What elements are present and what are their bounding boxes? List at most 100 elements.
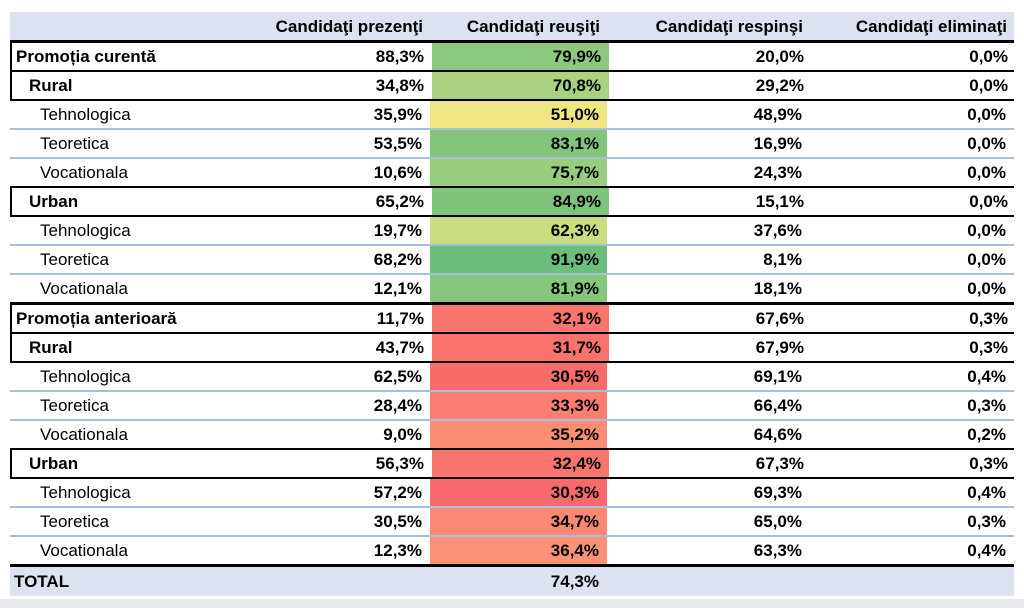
- prezenti-value: [253, 567, 430, 596]
- reusiti-value-heatmap-cell: 79,9%: [432, 43, 609, 70]
- eliminati-value: 0,3%: [969, 338, 1008, 357]
- table-row: Tehnologica 57,2% 30,3% 69,3% 0,4%: [10, 479, 1014, 508]
- table-row: TOTAL 74,3%: [10, 567, 1014, 596]
- prezenti-value: 10,6%: [373, 163, 422, 182]
- eliminati-value: 0,0%: [967, 134, 1006, 153]
- reusiti-value-heatmap-cell: 84,9%: [432, 188, 609, 215]
- reusiti-value-heatmap-cell: 30,5%: [430, 363, 607, 390]
- table-row: Tehnologica 62,5% 30,5% 69,1% 0,4%: [10, 363, 1014, 392]
- respinsi-value: 16,9%: [753, 134, 802, 153]
- respinsi-value: 67,9%: [755, 338, 804, 357]
- respinsi-value: 67,3%: [755, 454, 804, 473]
- table-row: Promoția curentă 88,3% 79,9% 20,0% 0,0%: [10, 43, 1014, 72]
- column-header-candidati-prezenti: Candidaţi prezenţi: [275, 16, 423, 36]
- table-row: Vocationala 12,1% 81,9% 18,1% 0,0%: [10, 275, 1014, 305]
- respinsi-value: 67,6%: [755, 309, 804, 328]
- row-label: Teoretica: [40, 134, 109, 153]
- reusiti-value-heatmap-cell: 91,9%: [430, 246, 607, 273]
- table-row: Urban 65,2% 84,9% 15,1% 0,0%: [10, 188, 1014, 217]
- respinsi-value: 8,1%: [763, 250, 802, 269]
- respinsi-value: 64,6%: [753, 425, 802, 444]
- eliminati-value: 0,0%: [969, 76, 1008, 95]
- row-label: Urban: [29, 454, 79, 473]
- eliminati-value: 0,0%: [969, 47, 1008, 66]
- eliminati-value: 0,3%: [969, 309, 1008, 328]
- table-row: Vocationala 12,3% 36,4% 63,3% 0,4%: [10, 537, 1014, 567]
- reusiti-value-heatmap-cell: 34,7%: [430, 508, 607, 535]
- reusiti-value-heatmap-cell: 32,1%: [432, 305, 609, 332]
- respinsi-value: 37,6%: [753, 221, 802, 240]
- row-label: Tehnologica: [40, 221, 131, 240]
- reusiti-value-heatmap-cell: 33,3%: [430, 392, 607, 419]
- row-label: Promoția curentă: [16, 47, 156, 66]
- table-row: Teoretica 30,5% 34,7% 65,0% 0,3%: [10, 508, 1014, 537]
- eliminati-value: 0,0%: [967, 163, 1006, 182]
- prezenti-value: 19,7%: [373, 221, 422, 240]
- reusiti-value-heatmap-cell: 51,0%: [430, 101, 607, 128]
- eliminati-value: 0,3%: [969, 454, 1008, 473]
- reusiti-value-heatmap-cell: 70,8%: [432, 72, 609, 99]
- respinsi-value: 20,0%: [755, 47, 804, 66]
- reusiti-value-heatmap-cell: 81,9%: [430, 275, 607, 302]
- reusiti-value-heatmap-cell: 62,3%: [430, 217, 607, 244]
- table-row: Vocationala 9,0% 35,2% 64,6% 0,2%: [10, 421, 1014, 450]
- row-label: Rural: [29, 338, 73, 357]
- respinsi-value: 24,3%: [753, 163, 802, 182]
- row-label: Vocationala: [40, 279, 128, 298]
- reusiti-value-heatmap-cell: 32,4%: [432, 450, 609, 477]
- respinsi-value: 29,2%: [755, 76, 804, 95]
- row-label: Rural: [29, 76, 73, 95]
- table-header-row: Candidaţi prezenţi Candidaţi reuşiţi Can…: [10, 12, 1014, 43]
- prezenti-value: 12,1%: [373, 279, 422, 298]
- table-row: Rural 43,7% 31,7% 67,9% 0,3%: [10, 334, 1014, 363]
- eliminati-value: 0,4%: [967, 367, 1006, 386]
- table-row: Teoretica 53,5% 83,1% 16,9% 0,0%: [10, 130, 1014, 159]
- prezenti-value: 56,3%: [375, 454, 424, 473]
- column-header-empty: [10, 12, 253, 40]
- eliminati-value: [810, 567, 1014, 596]
- eliminati-value: 0,0%: [967, 279, 1006, 298]
- prezenti-value: 12,3%: [373, 541, 422, 560]
- prezenti-value: 35,9%: [373, 105, 422, 124]
- row-label: Promoția anterioară: [16, 309, 177, 328]
- table-row: Rural 34,8% 70,8% 29,2% 0,0%: [10, 72, 1014, 101]
- reusiti-value-heatmap-cell: 83,1%: [430, 130, 607, 157]
- prezenti-value: 34,8%: [375, 76, 424, 95]
- row-label: Tehnologica: [40, 367, 131, 386]
- row-label: Urban: [29, 192, 79, 211]
- table-row: Tehnologica 35,9% 51,0% 48,9% 0,0%: [10, 101, 1014, 130]
- table-row: Urban 56,3% 32,4% 67,3% 0,3%: [10, 450, 1014, 479]
- eliminati-value: 0,4%: [967, 541, 1006, 560]
- prezenti-value: 53,5%: [373, 134, 422, 153]
- prezenti-value: 68,2%: [373, 250, 422, 269]
- table-body: Promoția curentă 88,3% 79,9% 20,0% 0,0% …: [10, 43, 1014, 596]
- respinsi-value: 18,1%: [753, 279, 802, 298]
- respinsi-value: 48,9%: [753, 105, 802, 124]
- eliminati-value: 0,0%: [969, 192, 1008, 211]
- row-label: Tehnologica: [40, 483, 131, 502]
- prezenti-value: 9,0%: [383, 425, 422, 444]
- eliminati-value: 0,0%: [967, 221, 1006, 240]
- row-label: Vocationala: [40, 541, 128, 560]
- respinsi-value: 15,1%: [755, 192, 804, 211]
- prezenti-value: 65,2%: [375, 192, 424, 211]
- eliminati-value: 0,3%: [967, 512, 1006, 531]
- respinsi-value: [607, 567, 810, 596]
- eliminati-value: 0,3%: [967, 396, 1006, 415]
- table-row: Vocationala 10,6% 75,7% 24,3% 0,0%: [10, 159, 1014, 188]
- eliminati-value: 0,4%: [967, 483, 1006, 502]
- reusiti-value-heatmap-cell: 36,4%: [430, 537, 607, 564]
- prezenti-value: 30,5%: [373, 512, 422, 531]
- column-header-candidati-respinsi: Candidaţi respinşi: [655, 16, 803, 36]
- row-label: Tehnologica: [40, 105, 131, 124]
- table-row: Teoretica 68,2% 91,9% 8,1% 0,0%: [10, 246, 1014, 275]
- prezenti-value: 88,3%: [375, 47, 424, 66]
- eliminati-value: 0,0%: [967, 250, 1006, 269]
- prezenti-value: 11,7%: [376, 309, 424, 328]
- row-label: Teoretica: [40, 512, 109, 531]
- respinsi-value: 69,1%: [753, 367, 802, 386]
- column-header-candidati-reusiti: Candidaţi reuşiţi: [466, 16, 600, 36]
- respinsi-value: 63,3%: [753, 541, 802, 560]
- table-row: Teoretica 28,4% 33,3% 66,4% 0,3%: [10, 392, 1014, 421]
- respinsi-value: 66,4%: [753, 396, 802, 415]
